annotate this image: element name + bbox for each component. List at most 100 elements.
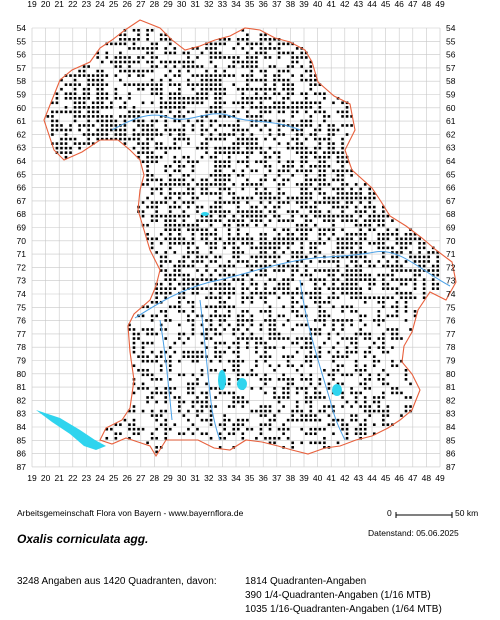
occurrence-dot: [150, 328, 154, 331]
occurrence-dot: [141, 69, 145, 73]
occurrence-dot: [286, 124, 290, 127]
occurrence-dot: [391, 346, 394, 349]
occurrence-dot: [214, 174, 217, 177]
occurrence-dot: [223, 42, 226, 46]
row-label: 82: [17, 395, 27, 405]
occurrence-dot: [236, 151, 240, 154]
occurrence-dot: [382, 237, 385, 241]
row-label: 84: [446, 422, 456, 432]
occurrence-dot: [141, 87, 145, 91]
occurrence-dot: [123, 33, 127, 37]
occurrence-dot: [327, 137, 331, 141]
occurrence-dot: [363, 210, 367, 213]
occurrence-dot: [273, 78, 276, 82]
occurrence-dot: [295, 142, 299, 145]
occurrence-dot: [232, 278, 236, 281]
occurrence-dot: [259, 423, 263, 426]
occurrence-dot: [164, 391, 168, 395]
occurrence-dot: [87, 74, 90, 77]
occurrence-dot: [300, 441, 304, 445]
row-label: 85: [446, 435, 456, 445]
occurrence-dot: [159, 414, 163, 417]
occurrence-dot: [218, 137, 222, 141]
occurrence-dot: [350, 273, 353, 277]
occurrence-dot: [318, 319, 322, 322]
occurrence-dot: [273, 278, 276, 281]
occurrence-dot: [96, 106, 100, 109]
occurrence-dot: [164, 255, 168, 259]
occurrence-dot: [246, 51, 249, 55]
occurrence-dot: [137, 56, 140, 59]
occurrence-dot: [250, 337, 254, 340]
row-label: 62: [446, 129, 456, 139]
occurrence-dot: [196, 246, 199, 250]
occurrence-dot: [64, 110, 68, 114]
occurrence-dot: [146, 328, 149, 331]
occurrence-dot: [250, 291, 254, 295]
occurrence-dot: [268, 242, 272, 245]
occurrence-dot: [250, 74, 254, 77]
occurrence-dot: [178, 183, 181, 186]
occurrence-dot: [264, 38, 267, 41]
occurrence-dot: [300, 305, 304, 309]
occurrence-dot: [273, 414, 276, 417]
occurrence-dot: [282, 106, 285, 109]
occurrence-dot: [250, 255, 254, 259]
occurrence-dot: [218, 133, 222, 136]
occurrence-dot: [132, 115, 136, 118]
occurrence-dot: [241, 160, 245, 164]
occurrence-dot: [291, 296, 294, 300]
occurrence-dot: [164, 314, 168, 318]
column-label: 34: [231, 0, 241, 9]
occurrence-dot: [155, 355, 158, 358]
occurrence-dot: [191, 237, 195, 241]
occurrence-dot: [191, 328, 195, 331]
occurrence-dot: [250, 278, 254, 281]
occurrence-dot: [382, 341, 385, 345]
occurrence-dot: [377, 409, 381, 413]
occurrence-dot: [223, 151, 226, 154]
row-label: 59: [446, 90, 456, 100]
occurrence-dot: [273, 418, 276, 422]
occurrence-dot: [318, 183, 322, 186]
occurrence-dot: [295, 341, 299, 345]
occurrence-dot: [236, 146, 240, 150]
occurrence-dot: [264, 56, 267, 59]
occurrence-dot: [209, 214, 213, 218]
occurrence-dot: [368, 242, 372, 245]
occurrence-dot: [200, 133, 204, 136]
occurrence-dot: [291, 251, 294, 254]
occurrence-dot: [427, 260, 430, 263]
occurrence-dot: [273, 346, 276, 349]
row-label: 69: [17, 223, 27, 233]
occurrence-dot: [209, 291, 213, 295]
occurrence-dot: [382, 242, 385, 245]
occurrence-dot: [350, 219, 353, 222]
occurrence-dot: [182, 101, 186, 105]
occurrence-dot: [209, 174, 213, 177]
occurrence-dot: [341, 228, 344, 232]
occurrence-dot: [182, 164, 186, 168]
occurrence-dot: [96, 128, 100, 132]
occurrence-dot: [273, 332, 276, 336]
row-label: 80: [446, 369, 456, 379]
occurrence-dot: [132, 47, 136, 50]
occurrence-dot: [300, 260, 304, 263]
occurrence-dot: [250, 115, 254, 118]
occurrence-dot: [146, 69, 149, 73]
occurrence-dot: [341, 124, 344, 127]
occurrence-dot: [146, 146, 149, 150]
occurrence-dot: [209, 219, 213, 222]
occurrence-dot: [187, 255, 190, 259]
occurrence-dot: [295, 337, 299, 340]
occurrence-dot: [223, 160, 226, 164]
occurrence-dot: [173, 273, 177, 277]
occurrence-dot: [255, 436, 258, 440]
occurrence-dot: [255, 42, 258, 46]
occurrence-dot: [187, 300, 190, 304]
occurrence-dot: [241, 92, 245, 96]
occurrence-dot: [205, 115, 208, 118]
occurrence-dot: [282, 51, 285, 55]
occurrence-dot: [150, 205, 154, 209]
occurrence-dot: [137, 151, 140, 154]
